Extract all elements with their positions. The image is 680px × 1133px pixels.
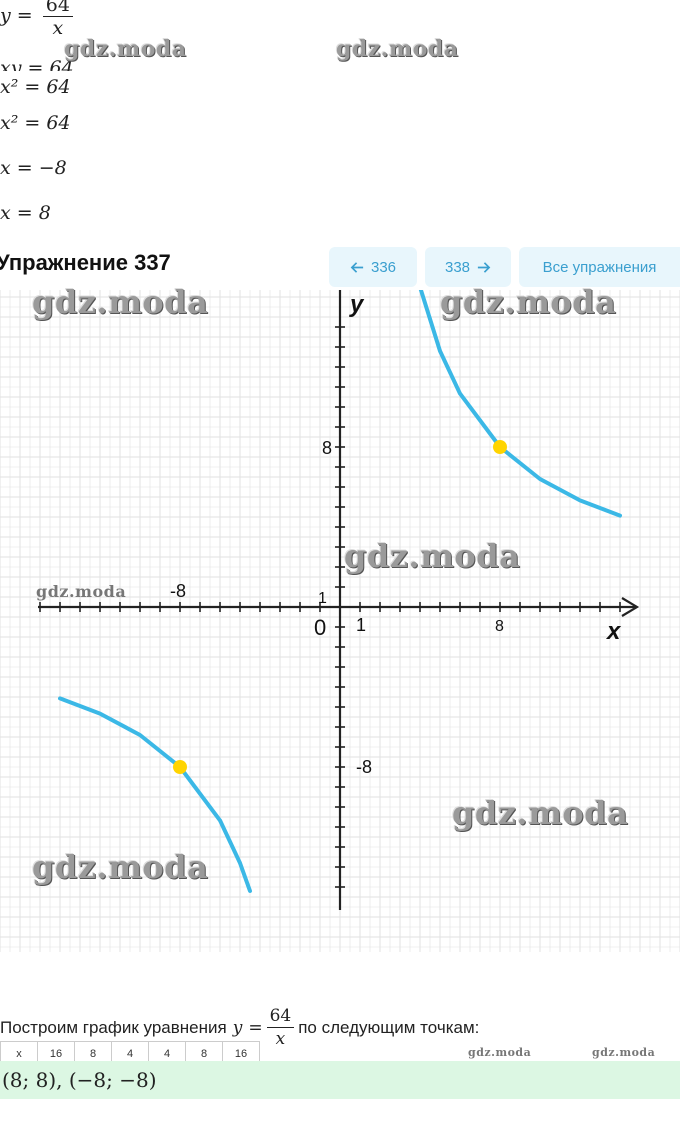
prev-exercise-label: 336 [370, 258, 397, 276]
x-tick-label: -8 [170, 581, 186, 601]
watermark: gdz.moda [336, 36, 459, 62]
watermark: gdz.moda [440, 283, 617, 321]
highlight-point [493, 440, 507, 454]
fraction: 64 x [266, 1005, 295, 1050]
arrow-left-icon [350, 261, 364, 273]
hyperbola-chart: -8 1 8 8 1 -8 0 x y [0, 285, 680, 952]
equation-line-3: x² = 64 [0, 76, 71, 98]
highlight-point [173, 760, 187, 774]
next-exercise-label: 338 [444, 258, 471, 276]
watermark: gdz.moda [32, 848, 209, 886]
answer-text: (8; 8), (−8; −8) [2, 1068, 157, 1092]
answer-box: (8; 8), (−8; −8) [0, 1061, 680, 1099]
y-tick-label: 8 [322, 438, 332, 458]
eq-sign: = [248, 1017, 263, 1038]
equation-line-1: y = 64 x [0, 0, 77, 39]
fraction-numerator: 64 [266, 1005, 295, 1028]
watermark: gdz.moda [32, 283, 209, 321]
eq-var-y: y [0, 4, 11, 27]
equation-line-6: x = 8 [0, 202, 51, 224]
prev-exercise-button[interactable]: 336 [329, 247, 417, 287]
watermark: gdz.moda [452, 794, 629, 832]
equation-line-4: x² = 64 [0, 112, 71, 134]
equation-line-2: xy = 64 [0, 57, 74, 71]
watermark: gdz.moda [36, 582, 127, 601]
grid [0, 290, 680, 952]
watermark: gdz.moda [468, 1046, 532, 1059]
description-prefix: Построим график уравнения [0, 1017, 227, 1037]
graph: -8 1 8 8 1 -8 0 x y [0, 285, 680, 952]
fraction-denominator: x [275, 1029, 286, 1049]
fraction-numerator: 64 [42, 0, 73, 17]
axis-labels: -8 1 8 8 1 -8 0 x y [170, 291, 622, 777]
exercise-title: Упражнение 337 [0, 250, 171, 275]
watermark: gdz.moda [64, 36, 187, 62]
origin-label: 0 [314, 615, 326, 640]
axes [38, 290, 640, 910]
fraction: 64 x [42, 0, 73, 39]
y-axis-label: y [349, 291, 365, 318]
next-exercise-button[interactable]: 338 [425, 247, 511, 287]
all-exercises-label: Все упражнения [542, 258, 657, 276]
equation-line-5: x = −8 [0, 157, 67, 179]
y-tick-label: -8 [356, 757, 372, 777]
x-axis-arrow [621, 597, 640, 617]
curves [58, 285, 622, 893]
all-exercises-button[interactable]: Все упражнения [519, 247, 680, 287]
eq-sign: = [16, 4, 33, 27]
watermark: gdz.moda [592, 1046, 656, 1059]
description: Построим график уравнения y = 64 x по сл… [0, 1005, 479, 1050]
fraction-denominator: x [52, 17, 64, 39]
watermark: gdz.moda [344, 537, 521, 575]
arrow-right-icon [477, 261, 491, 273]
description-suffix: по следующим точкам: [298, 1017, 480, 1037]
x-tick-label: 1 [356, 615, 366, 635]
x-tick-label: 8 [495, 618, 504, 635]
y-tick-label: 1 [318, 590, 327, 607]
eq-var-y: y [232, 1017, 243, 1038]
x-axis-label: x [605, 618, 622, 645]
